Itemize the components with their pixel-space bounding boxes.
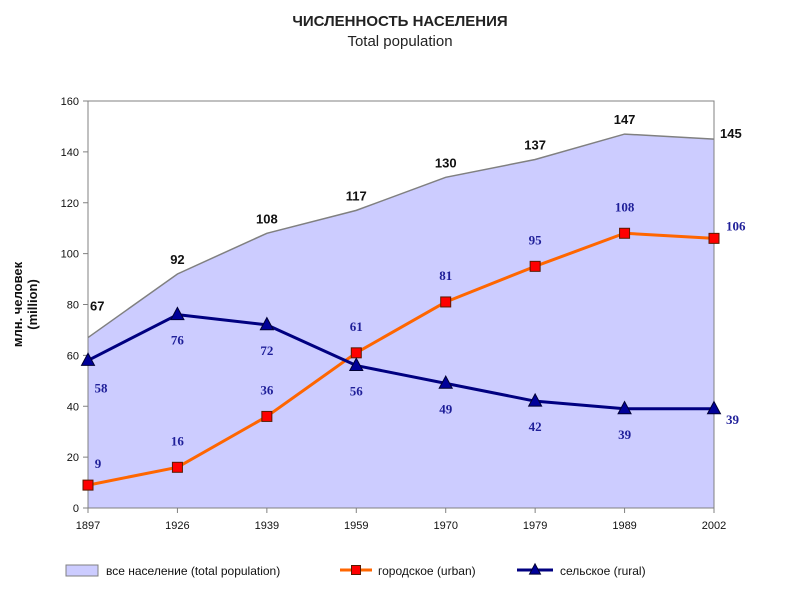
legend-label-urban: городское (urban) [378,564,476,578]
rural-data-label: 58 [95,380,109,395]
x-tick-label: 1970 [433,520,457,532]
legend: все население (total population) городско… [65,562,646,578]
y-tick-label: 20 [67,452,79,464]
rural-point [80,352,96,366]
y-tick-label: 0 [73,503,79,515]
urban-point [619,227,631,239]
area-total-population [88,134,714,508]
rural-data-label: 42 [529,419,542,434]
urban-data-label: 61 [350,319,363,334]
urban-point [261,410,273,422]
area-total-edge [87,133,715,339]
y-tick-label: 120 [61,198,79,210]
y-tick-label: 140 [61,147,79,159]
rural-point [706,400,722,415]
y-axis-label: (million) [25,279,40,330]
rural-point [170,306,185,321]
y-axis-label: млн. человек [10,261,25,347]
urban-data-label: 95 [529,232,543,247]
x-tick-label: 1959 [344,520,368,532]
rural-data-label: 56 [350,384,364,399]
y-tick-label: 160 [61,96,79,108]
urban-point [529,260,541,272]
total-data-label: 145 [720,126,742,141]
total-data-label: 147 [614,112,636,127]
urban-point [440,296,452,308]
rural-data-label: 76 [171,333,185,348]
y-tick-label: 100 [61,249,79,261]
urban-data-label: 108 [615,199,635,214]
total-data-label: 92 [170,252,184,267]
urban-point [708,232,720,244]
urban-point [350,347,362,359]
x-tick-label: 1897 [76,520,100,532]
y-tick-label: 40 [67,401,79,413]
y-tick-label: 60 [67,350,79,362]
rural-data-label: 39 [618,427,632,442]
urban-data-label: 81 [439,268,452,283]
rural-data-label: 49 [439,401,453,416]
rural-line [87,313,714,411]
chart-subtitle: Total population [347,33,452,50]
rural-data-label: 39 [726,412,740,427]
urban-point [171,461,183,473]
rural-point [259,316,275,331]
y-tick-label: 80 [67,300,79,312]
y-axis-label-group: млн. человек (million) [10,261,40,347]
chart-title: ЧИСЛЕННОСТЬ НАСЕЛЕНИЯ [292,13,507,30]
total-data-label: 108 [256,211,278,226]
legend-swatch-total [65,564,99,577]
legend-marker-urban [351,565,361,575]
total-data-label: 130 [435,155,457,170]
x-tick-label: 1926 [165,520,189,532]
rural-point [527,392,543,407]
x-tick-label: 2002 [702,520,726,532]
urban-data-label: 9 [95,456,102,471]
plot-border [87,100,715,509]
rural-point [617,400,632,415]
rural-point [438,375,454,389]
urban-data-label: 16 [171,433,185,448]
urban-line [87,231,715,487]
total-data-label: 117 [346,188,367,203]
total-data-label: 137 [524,138,546,153]
rural-data-label: 72 [260,343,273,358]
urban-data-label: 106 [726,218,746,233]
total-data-label: 67 [90,299,104,314]
x-tick-label: 1939 [255,520,279,532]
legend-marker-rural [528,562,542,575]
rural-point [348,357,364,371]
legend-label-total: все население (total population) [106,564,280,578]
legend-label-rural: сельское (rural) [560,564,646,578]
urban-data-label: 36 [260,382,274,397]
urban-point [82,479,94,491]
x-tick-label: 1989 [612,520,636,532]
x-tick-label: 1979 [523,520,547,532]
